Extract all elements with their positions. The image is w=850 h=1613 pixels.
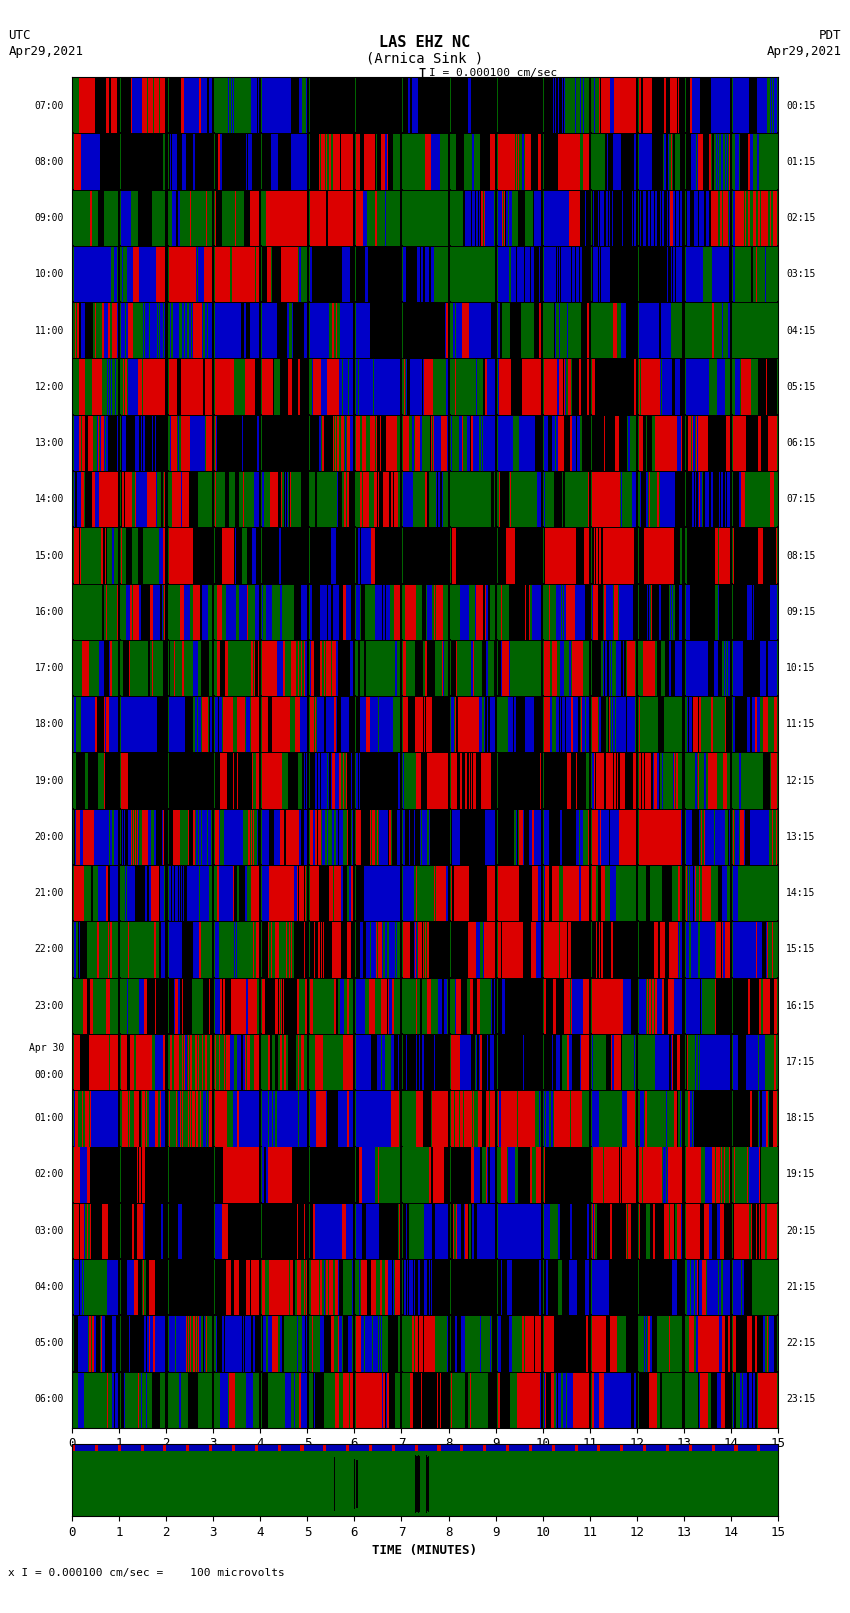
Text: 00:00: 00:00 bbox=[34, 1071, 64, 1081]
Text: 22:15: 22:15 bbox=[786, 1339, 816, 1348]
Text: 13:15: 13:15 bbox=[786, 832, 816, 842]
Text: 10:15: 10:15 bbox=[786, 663, 816, 673]
Text: 11:15: 11:15 bbox=[786, 719, 816, 729]
Text: 12:00: 12:00 bbox=[34, 382, 64, 392]
Text: 17:00: 17:00 bbox=[34, 663, 64, 673]
Text: 06:00: 06:00 bbox=[34, 1394, 64, 1405]
Text: 05:15: 05:15 bbox=[786, 382, 816, 392]
Text: 05:00: 05:00 bbox=[34, 1339, 64, 1348]
Text: I: I bbox=[418, 68, 427, 82]
Text: x I = 0.000100 cm/sec =    100 microvolts: x I = 0.000100 cm/sec = 100 microvolts bbox=[8, 1568, 286, 1578]
Text: PDT: PDT bbox=[819, 29, 842, 42]
Text: 13:00: 13:00 bbox=[34, 439, 64, 448]
Text: 02:00: 02:00 bbox=[34, 1169, 64, 1179]
Text: 04:15: 04:15 bbox=[786, 326, 816, 336]
Text: Apr 30: Apr 30 bbox=[29, 1044, 64, 1053]
Text: 03:00: 03:00 bbox=[34, 1226, 64, 1236]
Text: 08:00: 08:00 bbox=[34, 156, 64, 166]
X-axis label: TIME (MINUTES): TIME (MINUTES) bbox=[372, 1457, 478, 1469]
Text: 07:15: 07:15 bbox=[786, 494, 816, 505]
Text: Apr29,2021: Apr29,2021 bbox=[767, 45, 842, 58]
Text: (Arnica Sink ): (Arnica Sink ) bbox=[366, 52, 484, 66]
Text: 21:00: 21:00 bbox=[34, 889, 64, 898]
Text: UTC: UTC bbox=[8, 29, 31, 42]
Text: 10:00: 10:00 bbox=[34, 269, 64, 279]
Text: 20:15: 20:15 bbox=[786, 1226, 816, 1236]
Text: 23:15: 23:15 bbox=[786, 1394, 816, 1405]
Text: 22:00: 22:00 bbox=[34, 944, 64, 955]
Text: 19:15: 19:15 bbox=[786, 1169, 816, 1179]
Text: 09:00: 09:00 bbox=[34, 213, 64, 223]
Text: 16:00: 16:00 bbox=[34, 606, 64, 616]
Text: 14:00: 14:00 bbox=[34, 494, 64, 505]
Text: 08:15: 08:15 bbox=[786, 550, 816, 561]
Text: 15:00: 15:00 bbox=[34, 550, 64, 561]
Text: 17:15: 17:15 bbox=[786, 1057, 816, 1066]
Text: 11:00: 11:00 bbox=[34, 326, 64, 336]
Text: 16:15: 16:15 bbox=[786, 1000, 816, 1011]
Text: 03:15: 03:15 bbox=[786, 269, 816, 279]
Text: I = 0.000100 cm/sec: I = 0.000100 cm/sec bbox=[429, 68, 558, 77]
Text: 23:00: 23:00 bbox=[34, 1000, 64, 1011]
Text: 01:15: 01:15 bbox=[786, 156, 816, 166]
Text: 19:00: 19:00 bbox=[34, 776, 64, 786]
Text: 07:00: 07:00 bbox=[34, 100, 64, 111]
Text: LAS EHZ NC: LAS EHZ NC bbox=[379, 35, 471, 50]
Text: Apr29,2021: Apr29,2021 bbox=[8, 45, 83, 58]
Text: 18:15: 18:15 bbox=[786, 1113, 816, 1123]
Text: 04:00: 04:00 bbox=[34, 1282, 64, 1292]
X-axis label: TIME (MINUTES): TIME (MINUTES) bbox=[372, 1545, 478, 1558]
Text: 06:15: 06:15 bbox=[786, 439, 816, 448]
Text: 14:15: 14:15 bbox=[786, 889, 816, 898]
Text: 02:15: 02:15 bbox=[786, 213, 816, 223]
Text: 20:00: 20:00 bbox=[34, 832, 64, 842]
Text: 01:00: 01:00 bbox=[34, 1113, 64, 1123]
Text: 21:15: 21:15 bbox=[786, 1282, 816, 1292]
Text: 00:15: 00:15 bbox=[786, 100, 816, 111]
Text: 12:15: 12:15 bbox=[786, 776, 816, 786]
Text: 09:15: 09:15 bbox=[786, 606, 816, 616]
Text: 18:00: 18:00 bbox=[34, 719, 64, 729]
Text: 15:15: 15:15 bbox=[786, 944, 816, 955]
